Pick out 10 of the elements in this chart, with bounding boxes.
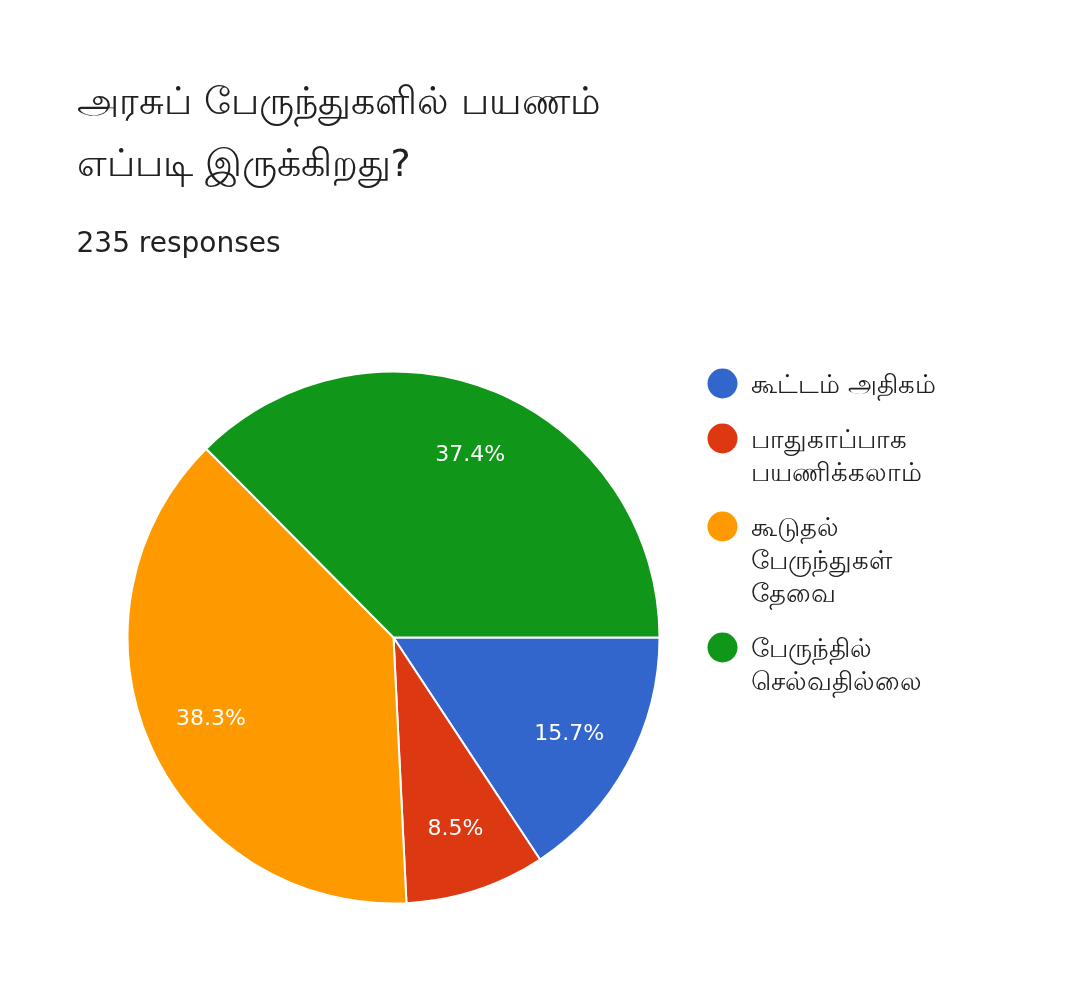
data-label: 8.5% bbox=[427, 814, 484, 840]
legend-label: பேருந்தில் செல்வதில்லை bbox=[750, 632, 922, 698]
legend-label: கூட்டம் அதிகம் bbox=[750, 368, 936, 401]
legend-label: கூடுதல் பேருந்துகள் தேவை bbox=[750, 511, 893, 610]
data-label: 38.3% bbox=[176, 705, 246, 731]
legend-label: பாதுகாப்பாக பயணிக்கலாம் bbox=[750, 423, 922, 487]
data-label: 15.7% bbox=[534, 719, 605, 745]
chart-subtitle: 235 responses bbox=[76, 226, 281, 259]
chart-title: அரசுப் பேருந்துகளில் பயணம் எப்படி இருக்கிறது? bbox=[76, 78, 601, 188]
data-label: 37.4% bbox=[435, 440, 506, 466]
